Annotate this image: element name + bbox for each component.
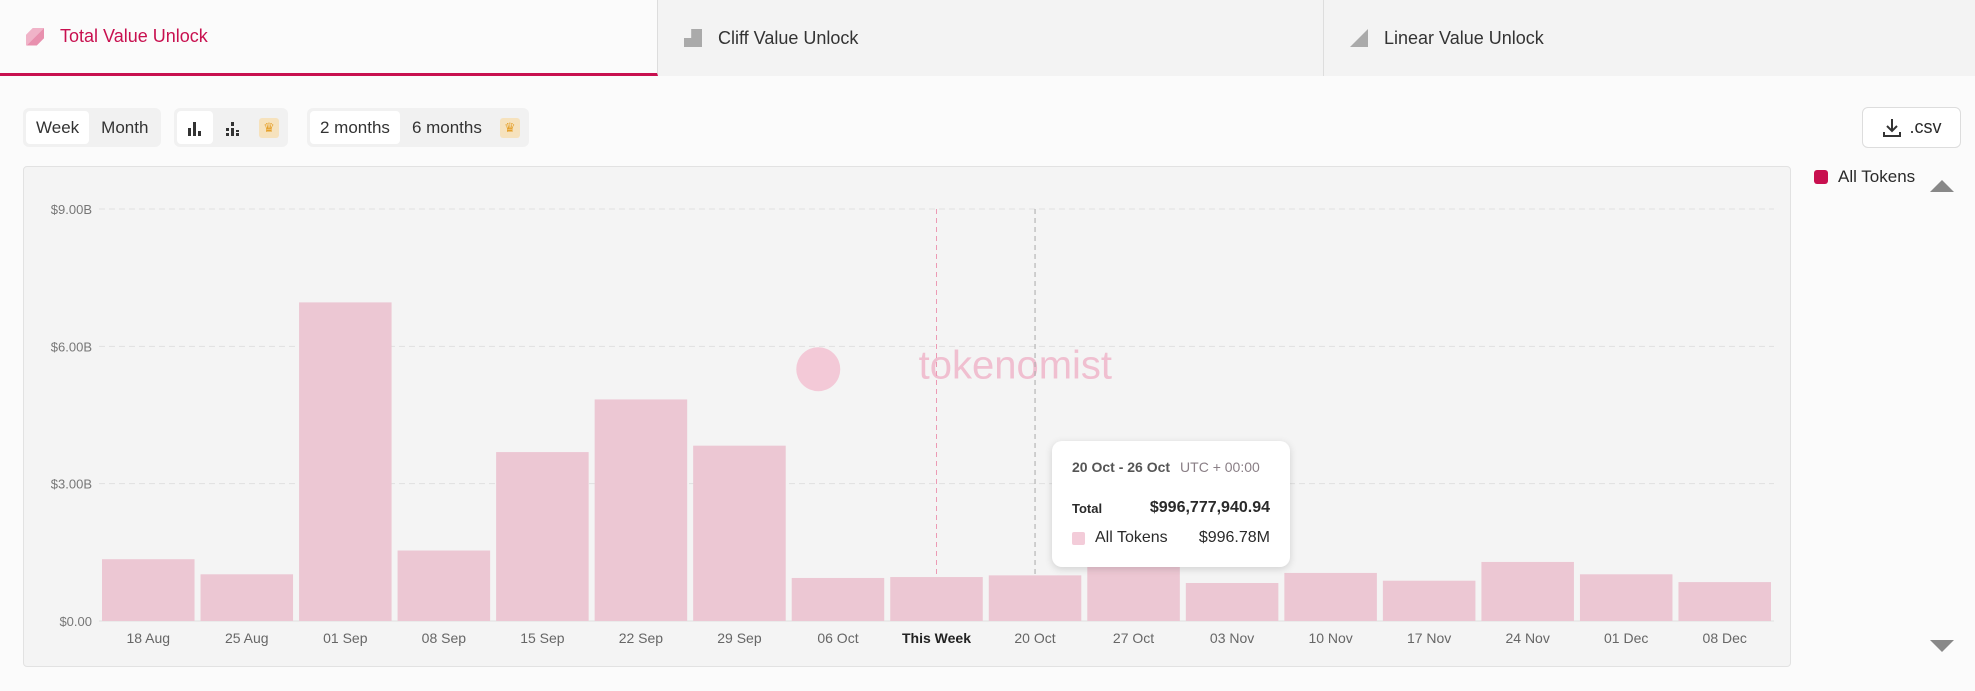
period-toggle: Week Month [23,108,162,147]
series-swatch [1072,531,1085,545]
y-tick-label: $6.00B [51,339,92,354]
cliff-unlock-icon [684,29,702,47]
premium-crown-icon: ♛ [499,117,520,138]
tab-label: Total Value Unlock [60,26,208,46]
month-button[interactable]: Month [101,117,149,137]
x-tick-label: 18 Aug [126,630,170,646]
tab-label: Cliff Value Unlock [718,27,859,48]
x-tick-label: 01 Dec [1604,630,1648,646]
x-tick-label: 01 Sep [323,630,368,646]
chart-type-toggle: ♛ [174,108,288,147]
week-button[interactable]: Week [26,111,90,144]
total-unlock-icon [26,27,44,46]
bar[interactable] [594,399,688,621]
x-tick-label: This Week [902,630,971,646]
bar[interactable] [988,575,1082,621]
tooltip-series-label: All Tokens [1095,529,1168,546]
download-csv-button[interactable]: .csv [1862,107,1961,148]
six-months-button[interactable]: 6 months [411,117,482,137]
bar[interactable] [102,559,195,621]
bar[interactable] [1579,574,1673,621]
legend-scroll-up-icon[interactable] [1930,180,1954,192]
bar-chart-button[interactable] [177,111,213,144]
bar[interactable] [1087,566,1180,621]
y-tick-label: $3.00B [51,477,92,492]
y-tick-label: $9.00B [51,202,92,217]
legend-scroll-down-icon[interactable] [1930,640,1954,652]
stacked-bar-button[interactable] [215,111,251,144]
bar[interactable] [1284,572,1377,621]
x-tick-label: 06 Oct [817,630,858,646]
tooltip-range: 20 Oct - 26 Oct [1072,459,1171,475]
bar[interactable] [496,452,589,621]
watermark: tokenomist [919,343,1112,387]
watermark-logo-icon [796,347,841,392]
bar[interactable] [299,302,392,621]
range-toggle: 2 months 6 months ♛ [307,108,529,147]
legend-swatch [1814,170,1828,184]
x-tick-label: 17 Nov [1407,630,1451,646]
csv-label: .csv [1909,117,1942,137]
bar[interactable] [1185,583,1279,621]
chart-area: $0.00 $3.00B $6.00B $9.00B tokenomist 18 Aug 2… [23,166,1791,667]
two-months-button[interactable]: 2 months [310,111,400,144]
x-tick-label: 20 Oct [1014,630,1055,646]
x-tick-label: 15 Sep [520,630,565,646]
x-tick-label: 29 Sep [717,630,762,646]
chart-tooltip: 20 Oct - 26 Oct UTC + 00:00 Total $996,7… [1052,441,1290,567]
bar[interactable] [1481,561,1574,621]
legend-item-all-tokens[interactable]: All Tokens [1814,167,1915,187]
bar-chart: $0.00 $3.00B $6.00B $9.00B tokenomist 18 Aug 2… [51,202,1774,646]
unlock-tabs: Total Value Unlock Cliff Value Unlock Li… [0,0,1975,76]
tab-total-value-unlock[interactable]: Total Value Unlock [0,0,658,76]
bar[interactable] [890,577,983,621]
x-tick-label: 08 Sep [422,630,467,646]
x-tick-label: 10 Nov [1308,630,1352,646]
x-tick-label: 03 Nov [1210,630,1254,646]
tooltip-total-label: Total [1072,500,1103,516]
bar[interactable] [1382,580,1476,621]
bar-chart-icon [188,121,201,136]
linear-unlock-icon [1350,29,1368,47]
tooltip-total-value: $996,777,940.94 [1149,499,1270,516]
tab-linear-value-unlock[interactable]: Linear Value Unlock [1324,0,1975,76]
download-icon [1883,118,1902,137]
bar[interactable] [791,577,885,621]
tooltip-timezone: UTC + 00:00 [1180,459,1260,475]
bar[interactable] [200,574,294,621]
stacked-bar-icon [226,121,239,136]
tooltip-series-value: $996.78M [1198,529,1270,546]
premium-crown-icon: ♛ [259,117,279,138]
x-tick-label: 25 Aug [225,630,269,646]
bar[interactable] [693,445,786,621]
x-tick-label: 22 Sep [619,630,664,646]
tab-label: Linear Value Unlock [1384,27,1544,48]
y-tick-label: $0.00 [59,614,92,629]
x-tick-label: 24 Nov [1505,630,1549,646]
bar[interactable] [397,550,491,621]
tab-cliff-value-unlock[interactable]: Cliff Value Unlock [658,0,1324,76]
legend-label: All Tokens [1838,167,1916,186]
x-tick-label: 27 Oct [1113,630,1154,646]
x-tick-label: 08 Dec [1703,630,1747,646]
bar[interactable] [1678,582,1771,621]
